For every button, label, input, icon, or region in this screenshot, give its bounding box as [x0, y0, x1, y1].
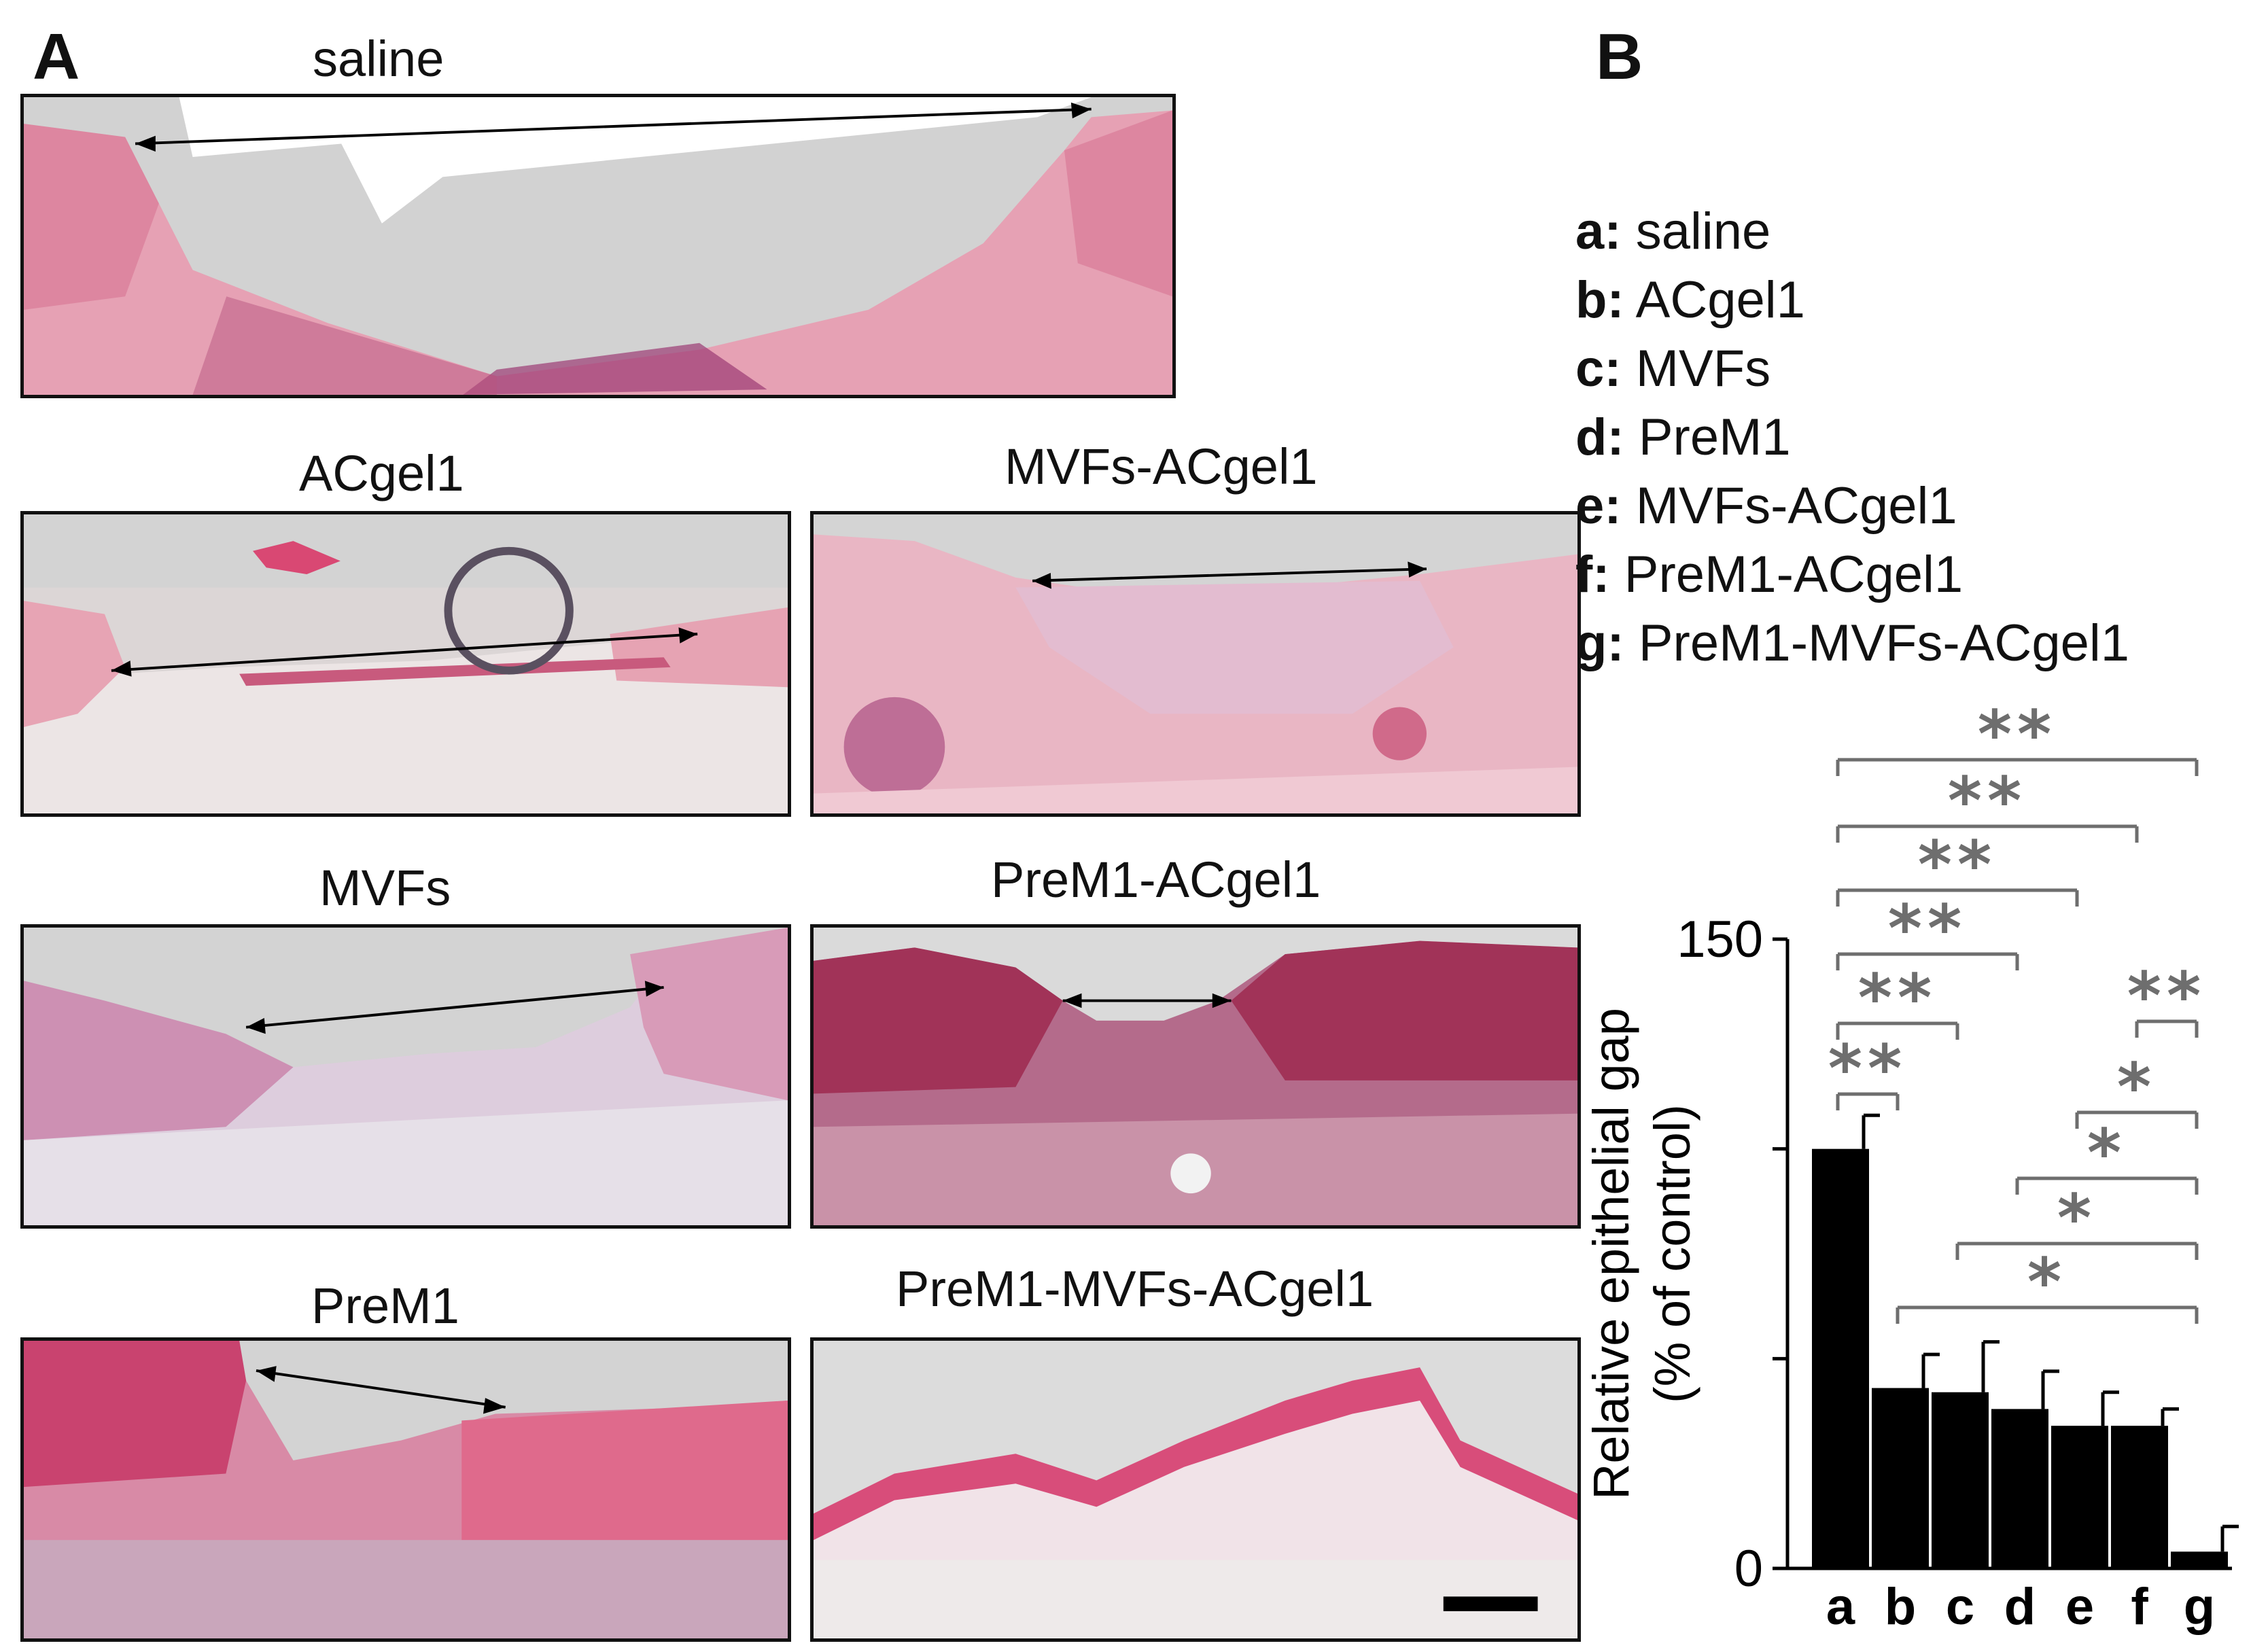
- legend-item: f: PreM1-ACgel1: [1575, 546, 1964, 603]
- bar: [2171, 1551, 2228, 1568]
- legend-item: b: ACgel1: [1575, 271, 1805, 329]
- x-tick-label: a: [1826, 1578, 1855, 1636]
- image-title-saline: saline: [313, 31, 444, 87]
- x-tick-label: e: [2065, 1578, 2094, 1636]
- y-axis-label: Relative epithelial gap: [1583, 1008, 1639, 1500]
- micrograph-prem1: [20, 1337, 791, 1642]
- x-tick-label: f: [2131, 1578, 2148, 1636]
- micrograph-acgel1: [20, 511, 791, 817]
- y-axis-label-units: (% of control): [1644, 1104, 1700, 1403]
- significance-label: *: [2117, 1049, 2157, 1125]
- micrograph-prem1-mvfs-acgel1: [810, 1337, 1581, 1642]
- legend-item: g: PreM1-MVFs-ACgel1: [1575, 614, 2130, 672]
- legend-item: d: PreM1: [1575, 408, 1791, 466]
- micrograph-prem1-acgel1: [810, 924, 1581, 1229]
- bar: [2051, 1426, 2108, 1568]
- significance-label: **: [1918, 827, 1997, 903]
- image-title-prem1-mvfs-acgel1: PreM1-MVFs-ACgel1: [896, 1261, 1374, 1317]
- image-title-prem1-acgel1: PreM1-ACgel1: [991, 851, 1321, 908]
- legend-item: e: MVFs-ACgel1: [1575, 477, 1957, 535]
- bar: [2111, 1426, 2168, 1568]
- significance-label: **: [1888, 891, 1967, 967]
- y-tick-label: 150: [1677, 911, 1763, 968]
- x-tick-label: b: [1885, 1578, 1916, 1636]
- y-tick-label: 0: [1734, 1540, 1763, 1598]
- image-title-mvfs: MVFs: [319, 860, 451, 916]
- significance-label: **: [2127, 958, 2206, 1034]
- legend: a: saline b: ACgel1 c: MVFs d: PreM1 e: …: [1575, 197, 2129, 678]
- bar: [1932, 1392, 1989, 1568]
- micrograph-saline: [20, 94, 1176, 398]
- x-tick-label: g: [2184, 1578, 2215, 1636]
- significance-label: **: [1828, 1031, 1907, 1107]
- panel-b-letter: B: [1596, 20, 1643, 93]
- micrograph-mvfs: [20, 924, 791, 1229]
- bar: [1872, 1388, 1929, 1568]
- significance-label: *: [2027, 1244, 2067, 1320]
- image-title-mvfs-acgel1: MVFs-ACgel1: [1005, 438, 1318, 495]
- legend-item: a: saline: [1575, 203, 1771, 260]
- x-tick-label: c: [1946, 1578, 1974, 1636]
- image-title-prem1: PreM1: [311, 1278, 459, 1334]
- legend-item: c: MVFs: [1575, 340, 1771, 398]
- significance-label: **: [1948, 763, 2027, 839]
- x-tick-label: d: [2004, 1578, 2036, 1636]
- significance-label: **: [1978, 697, 2057, 773]
- significance-label: **: [1858, 960, 1937, 1036]
- panel-a-letter: A: [33, 20, 80, 93]
- bar: [1991, 1409, 2048, 1568]
- significance-label: *: [2057, 1180, 2097, 1256]
- image-title-acgel1: ACgel1: [299, 445, 464, 502]
- micrograph-mvfs-acgel1: [810, 511, 1581, 817]
- bar: [1812, 1148, 1869, 1568]
- significance-label: *: [2087, 1115, 2127, 1191]
